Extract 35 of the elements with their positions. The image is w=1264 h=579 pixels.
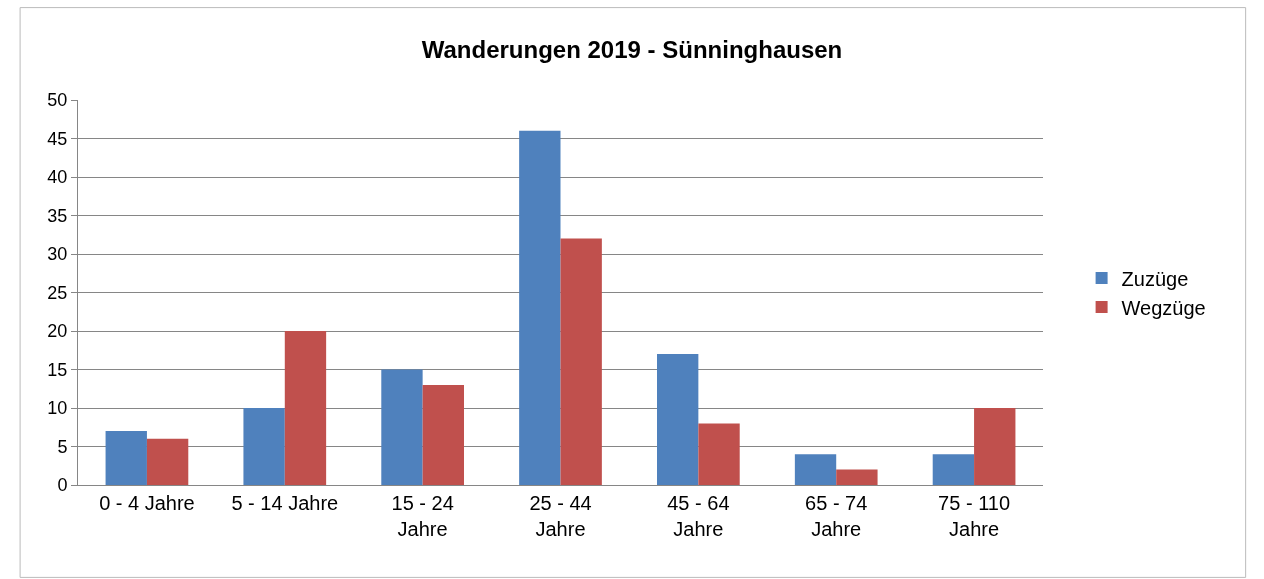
bar xyxy=(932,454,975,485)
y-tick-label: 50 xyxy=(47,90,68,111)
y-tick-label: 5 xyxy=(57,436,68,457)
bar xyxy=(560,238,602,485)
y-tick-label: 15 xyxy=(47,359,68,380)
legend-label: Zuzüge xyxy=(1121,267,1189,290)
y-tick-label: 40 xyxy=(47,167,68,188)
y-tick-label: 0 xyxy=(57,475,68,496)
bar xyxy=(794,454,837,485)
bar xyxy=(381,369,423,485)
bar xyxy=(698,423,740,485)
x-tick-label: 15 - 24 Jahre xyxy=(391,492,454,540)
legend-label: Wegzüge xyxy=(1121,296,1206,319)
x-tick-label: 25 - 44 Jahre xyxy=(529,492,592,540)
bar xyxy=(657,354,699,485)
y-tick-label: 20 xyxy=(47,321,68,342)
y-tick-label: 30 xyxy=(47,244,68,265)
y-tick-label: 25 xyxy=(47,282,68,303)
x-tick-label: 0 - 4 Jahre xyxy=(99,492,195,514)
chart-title: Wanderungen 2019 - Sünninghausen xyxy=(421,35,843,63)
bar xyxy=(836,469,878,485)
bar xyxy=(519,130,561,485)
x-tick-label: 5 - 14 Jahre xyxy=(231,492,339,514)
y-tick-label: 45 xyxy=(47,128,68,149)
x-tick-label: 45 - 64 Jahre xyxy=(667,492,730,540)
bar xyxy=(284,331,327,485)
x-tick-label: 75 - 110 Jahre xyxy=(938,492,1011,540)
bar xyxy=(146,438,189,485)
bar xyxy=(105,431,147,485)
y-tick-label: 10 xyxy=(47,398,68,419)
bar xyxy=(243,408,285,485)
x-tick-label: 65 - 74 Jahre xyxy=(805,492,868,540)
y-tick-label: 35 xyxy=(47,205,68,226)
bar xyxy=(422,384,464,485)
bar xyxy=(974,408,1016,485)
